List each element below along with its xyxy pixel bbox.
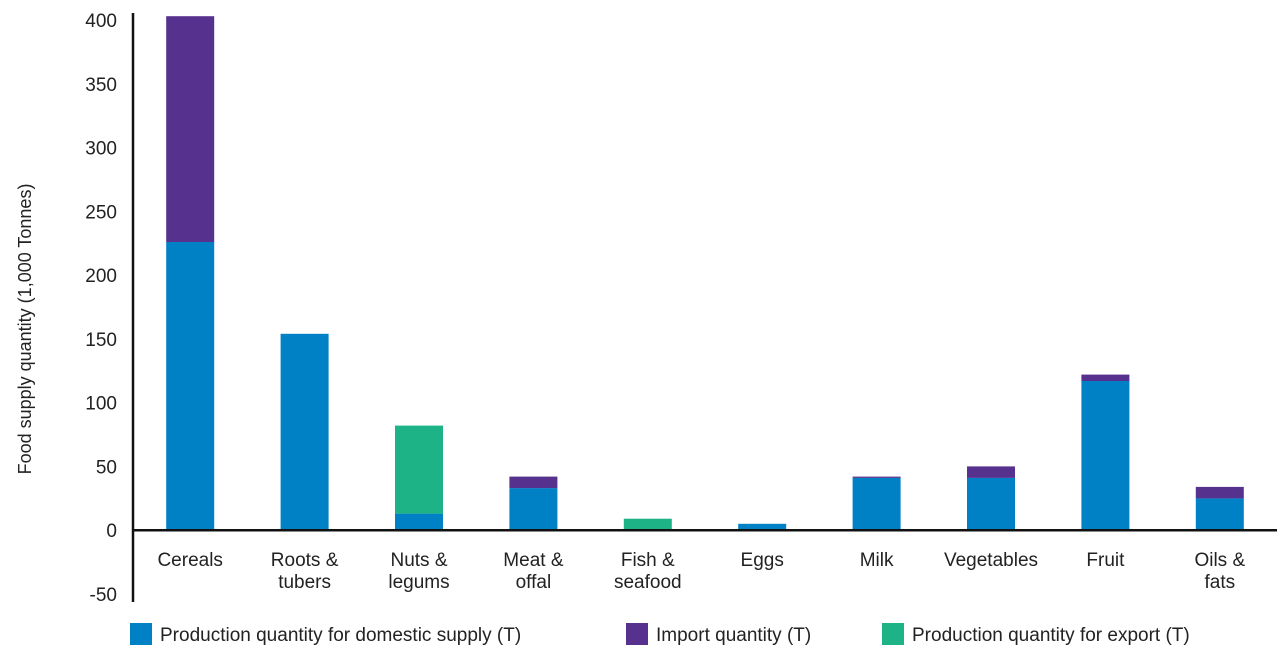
y-tick-label: 200 bbox=[85, 266, 117, 287]
bar-1-series-2 bbox=[166, 16, 215, 243]
x-category-label: Cereals bbox=[157, 550, 222, 571]
x-category-label: Roots & tubers bbox=[271, 550, 339, 593]
legend: Production quantity for domestic supply … bbox=[130, 623, 1190, 646]
bar-4-series-2 bbox=[509, 476, 558, 489]
x-category-label: Fruit bbox=[1086, 550, 1125, 571]
y-tick-label: 150 bbox=[85, 330, 117, 351]
bar-10-series-1 bbox=[1195, 498, 1244, 531]
x-category-label: Oils & fats bbox=[1194, 550, 1245, 593]
x-category-label: Nuts & legums bbox=[388, 550, 449, 593]
y-tick-label: 100 bbox=[85, 394, 117, 415]
bar-10-series-2 bbox=[1195, 486, 1244, 499]
y-tick-label: 350 bbox=[85, 75, 117, 96]
y-axis-title: Food supply quantity (1,000 Tonnes) bbox=[15, 184, 35, 475]
bar-8-series-1 bbox=[967, 477, 1015, 531]
bar-1-series-1 bbox=[166, 241, 215, 531]
bar-3-series-1 bbox=[395, 513, 443, 531]
x-category-label: Eggs bbox=[741, 550, 784, 571]
x-category-labels: Cereals Roots & tubers Nuts & legums Meat & of… bbox=[157, 550, 1245, 593]
legend-label-3: Production quantity for export (T) bbox=[912, 625, 1190, 646]
bar-4-series-1 bbox=[509, 488, 558, 531]
legend-swatch-1 bbox=[130, 623, 152, 645]
y-tick-label: 300 bbox=[85, 139, 117, 160]
y-tick-label: -50 bbox=[90, 585, 117, 606]
x-category-label: Meat & offal bbox=[503, 550, 564, 593]
y-tick-label: 0 bbox=[106, 521, 117, 542]
x-category-label: Milk bbox=[860, 550, 894, 571]
bar-6-series-1 bbox=[738, 523, 787, 531]
bars-group bbox=[166, 16, 1244, 531]
legend-label-1: Production quantity for domestic supply … bbox=[160, 625, 521, 646]
x-category-label: Vegetables bbox=[944, 550, 1038, 571]
y-tick-label: 400 bbox=[85, 11, 117, 32]
y-tick-label: 250 bbox=[85, 202, 117, 223]
legend-swatch-3 bbox=[882, 623, 904, 645]
legend-label-2: Import quantity (T) bbox=[656, 625, 811, 646]
x-category-label: Fish & seafood bbox=[614, 550, 682, 593]
bar-7-series-2 bbox=[852, 476, 901, 478]
bar-9-series-2 bbox=[1081, 374, 1130, 381]
legend-swatch-2 bbox=[626, 623, 648, 645]
bar-7-series-1 bbox=[852, 477, 901, 531]
bar-2-series-1 bbox=[280, 333, 329, 531]
y-tick-labels: 400 350 300 250 200 150 100 50 0 -50 bbox=[85, 11, 117, 606]
bar-8-series-2 bbox=[967, 466, 1015, 478]
y-tick-label: 50 bbox=[96, 457, 117, 478]
bar-5-series-3 bbox=[623, 518, 672, 531]
bar-9-series-1 bbox=[1081, 381, 1130, 531]
bar-3-series-3 bbox=[395, 425, 443, 514]
